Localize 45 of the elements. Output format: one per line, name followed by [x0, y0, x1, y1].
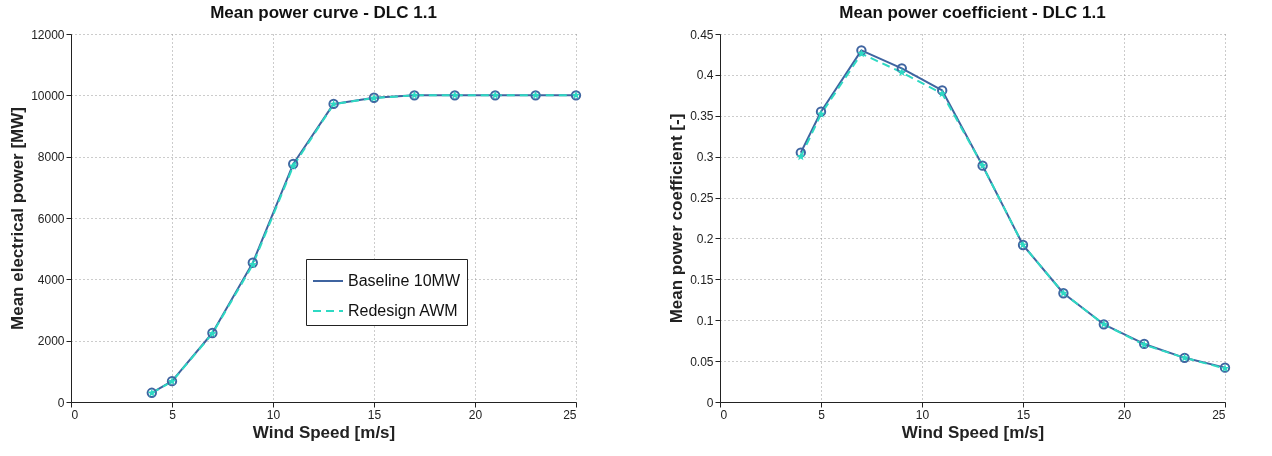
y-tick-label: 0.05: [690, 354, 714, 369]
point: [937, 89, 947, 98]
legend-label: Baseline 10MW: [348, 272, 461, 289]
y-tick-label: 0.15: [690, 272, 714, 287]
x-tick-label: 20: [468, 407, 483, 422]
x-tick-label: 0: [71, 407, 79, 422]
point: [937, 85, 948, 96]
x-axis-title: Wind Speed [m/s]: [901, 422, 1045, 442]
x-tick-label: 5: [169, 407, 177, 422]
y-tick-label: 2000: [37, 334, 65, 349]
y-tick-label: 0: [57, 395, 65, 410]
y-tick-label: 0.35: [690, 109, 714, 124]
x-tick-label: 25: [1212, 407, 1226, 422]
point: [897, 67, 907, 77]
point: [857, 49, 866, 58]
y-tick-label: 0.4: [696, 68, 714, 83]
x-tick-label: 15: [367, 407, 382, 422]
x-axis-title: Wind Speed [m/s]: [252, 422, 396, 442]
y-tick-label: 0: [706, 395, 714, 410]
y-tick-label: 0.2: [696, 231, 714, 246]
x-tick-label: 15: [1016, 407, 1031, 422]
x-tick-label: 10: [915, 407, 930, 422]
y-tick-label: 0.3: [696, 150, 714, 165]
y-tick-label: 10000: [31, 88, 65, 103]
point: [856, 45, 867, 56]
y-tick-label: 0.45: [690, 27, 714, 42]
chart-title: Mean power curve - DLC 1.1: [210, 3, 437, 22]
x-tick-label: 25: [563, 407, 577, 422]
y-axis-title: Mean power coefficient [-]: [667, 113, 687, 324]
x-tick-label: 5: [818, 407, 826, 422]
x-tick-label: 0: [720, 407, 728, 422]
x-tick-label: 10: [266, 407, 281, 422]
y-tick-label: 6000: [37, 211, 65, 226]
y-axis-title: Mean electrical power [MW]: [8, 107, 28, 330]
y-tick-label: 4000: [37, 272, 65, 287]
point: [796, 152, 806, 161]
y-tick-label: 8000: [37, 150, 65, 165]
y-tick-label: 0.1: [696, 313, 714, 328]
y-tick-label: 0.25: [690, 191, 714, 206]
x-tick-label: 20: [1117, 407, 1132, 422]
point: [896, 63, 907, 74]
chart-title: Mean power coefficient - DLC 1.1: [839, 3, 1106, 22]
legend-label: Redesign AWM: [348, 302, 458, 319]
y-tick-label: 12000: [31, 27, 65, 42]
point: [795, 147, 806, 158]
